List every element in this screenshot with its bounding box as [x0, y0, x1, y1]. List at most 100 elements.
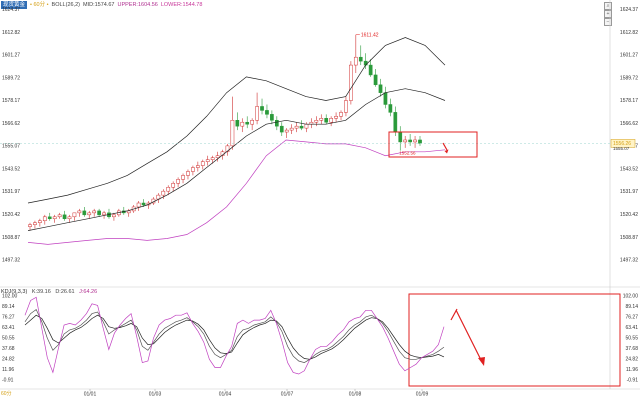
- price-tick-label-left: 1543.52: [2, 166, 20, 172]
- kdj-tick-label: 37.68: [625, 346, 638, 352]
- candle: [408, 139, 412, 143]
- price-tick-label-left: 1612.82: [2, 30, 20, 36]
- x-axis-label: 01/01: [84, 392, 97, 398]
- candle: [33, 222, 37, 225]
- arrow-icon: [442, 142, 448, 151]
- price-tick-label: 1578.17: [620, 98, 638, 104]
- kdj-tick-label: 102.00: [623, 294, 639, 300]
- candle: [279, 125, 284, 133]
- candle: [294, 125, 299, 129]
- candle: [195, 165, 200, 168]
- symbol-badge[interactable]: 现货黄金: [1, 1, 28, 9]
- candle: [230, 120, 235, 147]
- candle: [270, 114, 274, 121]
- candle: [52, 216, 57, 220]
- candle: [28, 224, 32, 227]
- kdj-tick-label: 24.82: [625, 357, 638, 363]
- zoom-out-icon[interactable]: −: [604, 18, 612, 26]
- boll-legend: 现货黄金 • 60分 • BOLL(26,2) MID:1574.67 UPPE…: [1, 1, 205, 9]
- kdj-indicator-name[interactable]: KDJ(9,3,3): [1, 289, 28, 295]
- arrow-icon: [450, 308, 458, 321]
- candle: [42, 216, 47, 221]
- candle: [72, 212, 77, 218]
- candle: [176, 179, 180, 184]
- candle: [102, 212, 106, 216]
- price-tick-label: 1497.32: [620, 258, 638, 264]
- price-tick-label-left: 1578.17: [2, 98, 20, 104]
- candle: [82, 210, 87, 216]
- price-tick-label-left: 1589.72: [2, 75, 20, 81]
- x-axis-label: 01/04: [219, 392, 232, 398]
- candle: [339, 112, 343, 117]
- boll-indicator-name[interactable]: BOLL(26,2): [51, 2, 80, 8]
- price-tick-label: 1624.37: [620, 7, 638, 13]
- price-tick-label: 1601.27: [620, 53, 638, 59]
- candle: [349, 64, 353, 101]
- kdj-tick-label-left: 89.14: [2, 304, 15, 310]
- search-icon[interactable]: ⌕: [604, 2, 612, 10]
- price-tick-label: 1520.42: [620, 212, 638, 218]
- price-tick-label-left: 1624.37: [2, 7, 20, 13]
- current-price-label: 1556.26: [613, 141, 631, 147]
- candle: [334, 116, 338, 119]
- x-axis-label: 01/08: [349, 392, 362, 398]
- candle: [191, 167, 195, 172]
- boll-upper-value: UPPER:1604.56: [117, 2, 158, 8]
- candle: [38, 220, 42, 223]
- candle: [126, 210, 131, 214]
- price-tick-label: 1531.97: [620, 189, 638, 195]
- candle: [363, 60, 368, 66]
- kdj-tick-label-left: 76.27: [2, 315, 15, 321]
- kdj-tick-label-left: 50.55: [2, 336, 15, 342]
- boll-lower-value: LOWER:1544.78: [160, 2, 203, 8]
- price-tick-label: 1589.72: [620, 75, 638, 81]
- boll-lower-line: [27, 139, 446, 245]
- highlight-box-kdj: [408, 293, 621, 387]
- candle: [319, 118, 324, 121]
- current-price-label-2: 1555.07: [613, 146, 630, 151]
- candle: [166, 186, 171, 192]
- candle: [418, 139, 422, 144]
- boll-upper-line: [27, 37, 446, 204]
- candle: [413, 139, 417, 143]
- kdj-tick-label-left: 63.41: [2, 325, 15, 331]
- kdj-tick-label: 50.55: [625, 336, 638, 342]
- zoom-in-icon[interactable]: +: [604, 10, 612, 18]
- price-tick-label: 1508.87: [620, 235, 638, 241]
- kdj-tick-label: 63.41: [625, 325, 638, 331]
- candle: [186, 171, 190, 176]
- price-tick-label-left: 1497.32: [2, 258, 20, 264]
- candle: [358, 56, 363, 62]
- kdj-j-value: J:64.26: [79, 289, 98, 295]
- candle: [304, 123, 309, 129]
- price-tick-label: 1543.52: [620, 166, 638, 172]
- candle: [398, 131, 403, 143]
- highlight-box-main: [388, 131, 478, 158]
- current-price-tag: [610, 139, 636, 148]
- candle: [324, 118, 329, 123]
- candle: [388, 104, 393, 113]
- period-corner-label: 60分: [1, 391, 12, 397]
- kdj-tick-label: 11.96: [626, 367, 638, 373]
- candle: [274, 120, 279, 127]
- candle: [161, 190, 166, 196]
- candle: [57, 214, 62, 218]
- candle: [353, 56, 358, 66]
- candle: [235, 120, 240, 127]
- candle: [87, 212, 92, 216]
- price-tick-label-left: 1555.07: [2, 144, 20, 150]
- candle: [383, 92, 388, 105]
- boll-mid-line: [27, 88, 446, 231]
- period-label[interactable]: • 60分 •: [30, 2, 49, 8]
- candle: [393, 112, 398, 133]
- price-tick-label-left: 1508.87: [2, 235, 20, 241]
- candle: [77, 210, 82, 214]
- x-axis-label: 01/09: [416, 392, 429, 398]
- kdj-tick-label: 89.14: [625, 304, 638, 310]
- arrow-head-icon: [444, 149, 449, 154]
- candle: [314, 120, 319, 123]
- candle: [289, 127, 294, 131]
- price-tick-label-left: 1531.97: [2, 189, 20, 195]
- kdj-tick-label-left: -0.91: [2, 378, 14, 384]
